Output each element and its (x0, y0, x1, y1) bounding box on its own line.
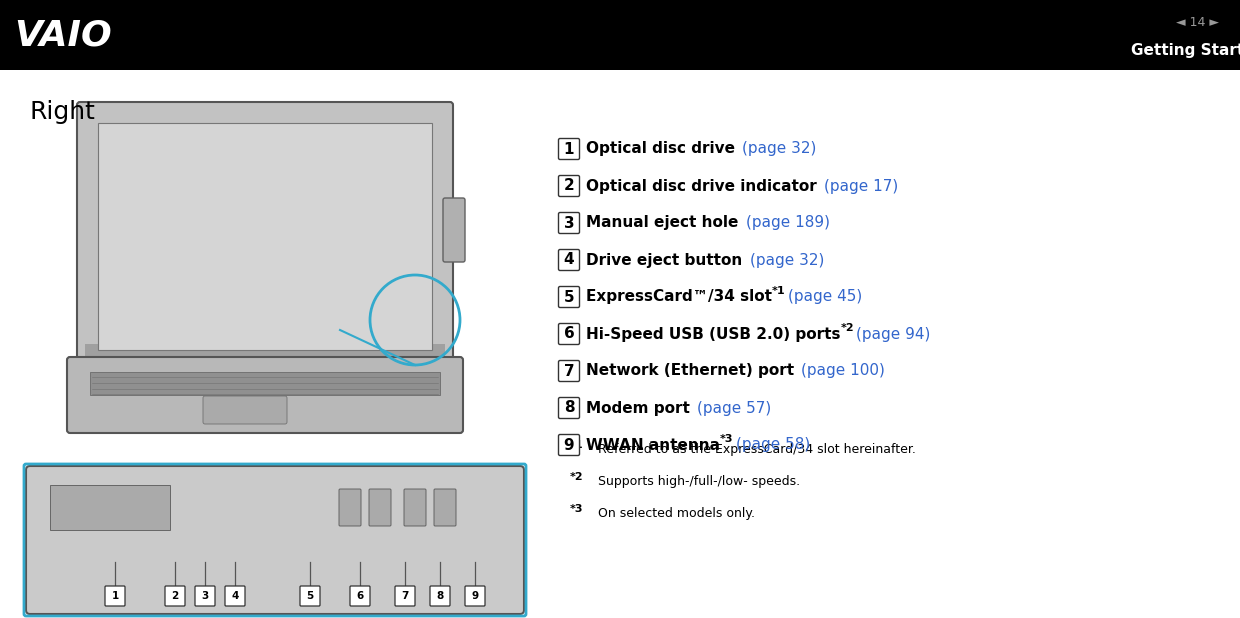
Text: (page 57): (page 57) (697, 400, 771, 415)
Text: *3: *3 (570, 504, 584, 514)
FancyBboxPatch shape (203, 396, 286, 424)
Text: (page 17): (page 17) (825, 179, 898, 193)
Text: ◄ 14 ►: ◄ 14 ► (1177, 16, 1219, 29)
Text: *1: *1 (773, 286, 786, 296)
Text: 5: 5 (564, 289, 574, 305)
FancyBboxPatch shape (339, 489, 361, 526)
Text: 1: 1 (112, 591, 119, 601)
FancyBboxPatch shape (396, 586, 415, 606)
FancyBboxPatch shape (558, 323, 579, 344)
Text: 8: 8 (564, 400, 574, 415)
Text: *1: *1 (570, 440, 584, 450)
Text: (page 100): (page 100) (801, 363, 885, 378)
FancyBboxPatch shape (370, 489, 391, 526)
FancyBboxPatch shape (434, 489, 456, 526)
Text: Manual eject hole: Manual eject hole (587, 216, 744, 231)
Text: Drive eject button: Drive eject button (587, 253, 748, 268)
Text: (page 189): (page 189) (745, 216, 830, 231)
FancyBboxPatch shape (300, 586, 320, 606)
FancyBboxPatch shape (165, 586, 185, 606)
Text: (page 58): (page 58) (735, 438, 810, 452)
Text: (page 94): (page 94) (856, 326, 930, 342)
Text: 7: 7 (402, 591, 409, 601)
Text: *2: *2 (570, 472, 584, 482)
FancyBboxPatch shape (105, 586, 125, 606)
Text: Network (Ethernet) port: Network (Ethernet) port (587, 363, 800, 378)
Text: Hi-Speed USB (USB 2.0) ports: Hi-Speed USB (USB 2.0) ports (587, 326, 841, 342)
FancyBboxPatch shape (558, 360, 579, 381)
Text: 9: 9 (471, 591, 479, 601)
FancyBboxPatch shape (558, 250, 579, 271)
Text: WWAN antenna: WWAN antenna (587, 438, 720, 452)
Text: Modem port: Modem port (587, 400, 696, 415)
Text: 9: 9 (564, 438, 574, 452)
FancyBboxPatch shape (404, 489, 427, 526)
FancyBboxPatch shape (195, 586, 215, 606)
FancyBboxPatch shape (430, 586, 450, 606)
Text: 4: 4 (564, 253, 574, 268)
FancyBboxPatch shape (26, 466, 525, 614)
Bar (86, 344, 445, 368)
FancyBboxPatch shape (224, 586, 246, 606)
FancyBboxPatch shape (558, 176, 579, 197)
Text: 3: 3 (201, 591, 208, 601)
FancyBboxPatch shape (465, 586, 485, 606)
FancyBboxPatch shape (443, 198, 465, 262)
Text: 8: 8 (436, 591, 444, 601)
Text: 6: 6 (564, 326, 574, 342)
Bar (50, 485, 170, 530)
Text: (page 32): (page 32) (743, 142, 817, 156)
FancyBboxPatch shape (558, 138, 579, 159)
Text: Right: Right (30, 100, 95, 124)
Text: *2: *2 (841, 323, 854, 333)
Text: ExpressCard™/34 slot: ExpressCard™/34 slot (587, 289, 773, 305)
FancyBboxPatch shape (558, 434, 579, 455)
FancyBboxPatch shape (67, 357, 463, 433)
Text: 7: 7 (564, 363, 574, 378)
Text: Getting Started: Getting Started (1131, 43, 1240, 58)
Text: Supports high-/full-/low- speeds.: Supports high-/full-/low- speeds. (598, 475, 800, 488)
Text: (page 45): (page 45) (787, 289, 862, 305)
FancyBboxPatch shape (558, 397, 579, 418)
Text: *3: *3 (720, 434, 734, 444)
Bar (91, 372, 440, 395)
Text: VAIO: VAIO (14, 18, 112, 52)
FancyBboxPatch shape (77, 102, 453, 363)
FancyBboxPatch shape (558, 287, 579, 308)
Text: 3: 3 (564, 216, 574, 231)
Text: 2: 2 (171, 591, 179, 601)
Text: 5: 5 (306, 591, 314, 601)
Text: (page 32): (page 32) (749, 253, 823, 268)
Text: Optical disc drive: Optical disc drive (587, 142, 740, 156)
Bar (98, 123, 432, 350)
Bar (0, 0, 1240, 70)
FancyBboxPatch shape (350, 586, 370, 606)
Text: 6: 6 (356, 591, 363, 601)
Text: On selected models only.: On selected models only. (598, 507, 755, 520)
Text: 2: 2 (564, 179, 574, 193)
Text: Referred to as the ExpressCard/34 slot hereinafter.: Referred to as the ExpressCard/34 slot h… (598, 444, 916, 457)
Text: 1: 1 (564, 142, 574, 156)
Text: 4: 4 (232, 591, 238, 601)
FancyBboxPatch shape (558, 213, 579, 234)
Text: Optical disc drive indicator: Optical disc drive indicator (587, 179, 822, 193)
